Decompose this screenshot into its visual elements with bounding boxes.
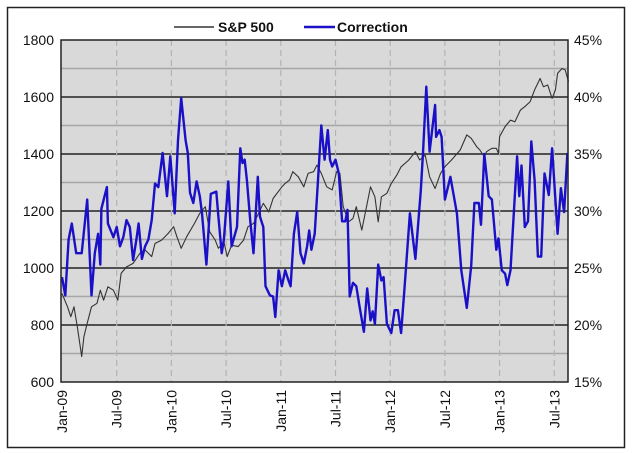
y-axis-left: 600 800 1000 1200 1400 1600 1800 [23,32,54,390]
y-right-tick-label: 35% [574,146,602,162]
y-right-tick-label: 25% [574,260,602,276]
x-tick-label: Jan-13 [492,390,508,433]
y-right-tick-label: 15% [574,374,602,390]
y-left-tick-label: 1000 [23,260,54,276]
series-line-sp500 [61,67,570,358]
y-left-tick-label: 1400 [23,146,54,162]
legend-label-correction: Correction [337,19,408,35]
y-left-tick-label: 1800 [23,32,54,48]
y-right-tick-label: 40% [574,89,602,105]
series-lines [60,67,570,358]
y-left-tick-label: 1600 [23,89,54,105]
x-tick-label: Jul-13 [546,390,562,428]
y-left-tick-label: 600 [31,374,55,390]
y-left-tick-label: 1200 [23,203,54,219]
y-axis-right: 15% 20% 25% 30% 35% 40% 45% [574,32,602,390]
x-tick-label: Jan-12 [382,390,398,433]
x-tick-label: Jul-12 [437,390,453,428]
plot-border [60,39,569,383]
x-tick-label: Jan-09 [54,390,70,433]
x-tick-label: Jul-09 [109,390,125,428]
legend-label-sp500: S&P 500 [218,19,274,35]
y-right-tick-label: 45% [574,32,602,48]
x-tick-label: Jan-11 [273,390,289,432]
gridlines [61,40,568,382]
legend: S&P 500 Correction [174,19,408,35]
y-left-tick-label: 800 [31,317,55,333]
y-right-tick-label: 30% [574,203,602,219]
x-tick-label: Jul-11 [328,390,344,427]
series-line-correction [60,85,569,335]
x-axis: Jan-09 Jul-09 Jan-10 Jul-10 Jan-11 Jul-11 Jan-… [54,390,562,433]
x-tick-label: Jan-10 [163,390,179,433]
y-right-tick-label: 20% [574,317,602,333]
x-tick-label: Jul-10 [218,390,234,428]
